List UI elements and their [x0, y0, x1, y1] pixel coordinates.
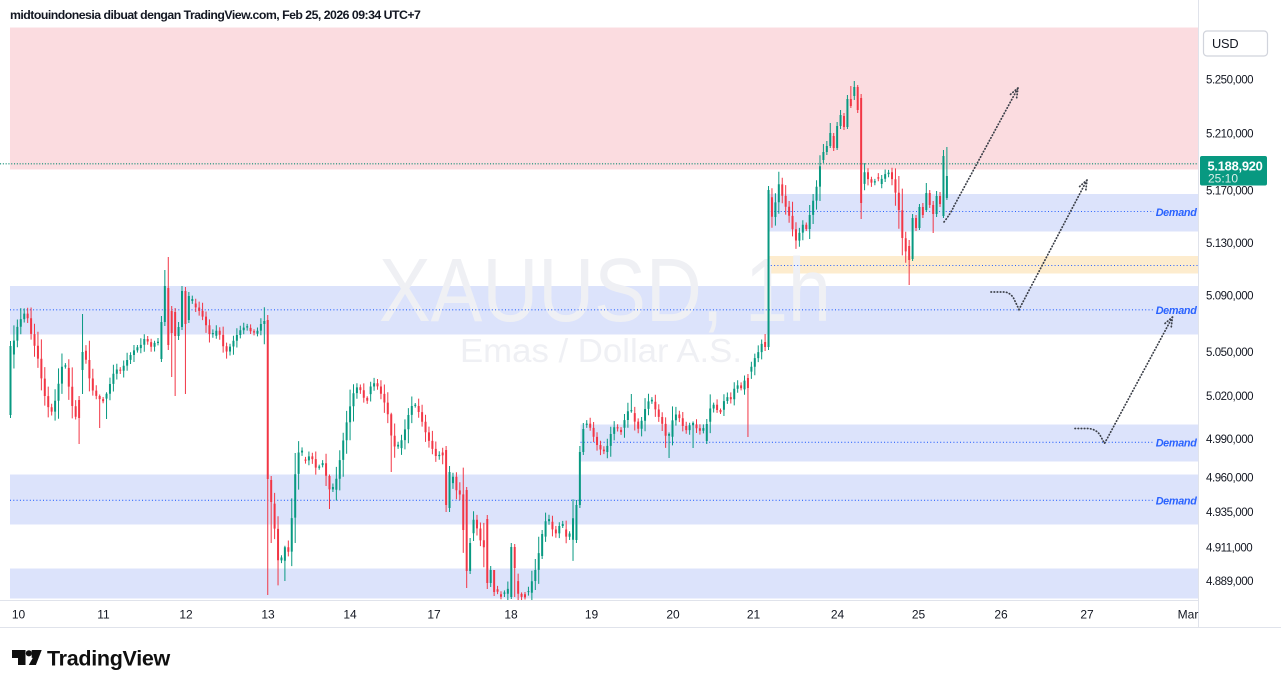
svg-text:14: 14 — [343, 608, 357, 622]
svg-text:20: 20 — [666, 608, 680, 622]
svg-text:Mar: Mar — [1178, 608, 1199, 622]
svg-text:26: 26 — [994, 608, 1008, 622]
svg-text:XAUUSD, 1h: XAUUSD, 1h — [379, 241, 831, 341]
svg-text:midtouindonesia dibuat dengan: midtouindonesia dibuat dengan TradingVie… — [10, 8, 421, 22]
svg-text:25: 25 — [912, 608, 926, 622]
svg-text:Demand: Demand — [1156, 437, 1198, 449]
svg-text:USD: USD — [1212, 36, 1238, 51]
svg-text:Demand: Demand — [1156, 207, 1198, 219]
svg-text:Emas / Dollar A.S.: Emas / Dollar A.S. — [460, 332, 742, 369]
svg-text:5.130,000: 5.130,000 — [1206, 238, 1253, 250]
svg-text:Demand: Demand — [1156, 495, 1198, 507]
svg-text:27: 27 — [1080, 608, 1094, 622]
svg-text:25:10: 25:10 — [1208, 171, 1238, 185]
svg-text:4.990,000: 4.990,000 — [1206, 434, 1253, 446]
svg-text:Demand: Demand — [1156, 305, 1198, 317]
svg-text:13: 13 — [261, 608, 275, 622]
svg-text:5.170,000: 5.170,000 — [1206, 186, 1253, 198]
svg-text:4.911,000: 4.911,000 — [1206, 543, 1252, 555]
svg-text:4.935,000: 4.935,000 — [1206, 507, 1253, 519]
svg-text:12: 12 — [179, 608, 193, 622]
svg-text:5.050,000: 5.050,000 — [1206, 347, 1253, 359]
svg-text:5.210,000: 5.210,000 — [1206, 129, 1253, 141]
svg-text:19: 19 — [585, 608, 599, 622]
svg-text:11: 11 — [97, 608, 110, 622]
svg-text:4.960,000: 4.960,000 — [1206, 473, 1253, 485]
svg-text:10: 10 — [12, 608, 26, 622]
svg-text:24: 24 — [831, 608, 845, 622]
svg-text:18: 18 — [504, 608, 518, 622]
svg-text:TradingView: TradingView — [47, 647, 171, 671]
svg-text:5.188,920: 5.188,920 — [1208, 158, 1263, 173]
svg-text:4.889,000: 4.889,000 — [1206, 576, 1253, 588]
svg-text:21: 21 — [747, 608, 761, 622]
svg-text:5.090,000: 5.090,000 — [1206, 291, 1253, 303]
svg-text:5.250,000: 5.250,000 — [1206, 75, 1253, 87]
svg-text:17: 17 — [427, 608, 441, 622]
svg-text:5.020,000: 5.020,000 — [1206, 391, 1253, 403]
